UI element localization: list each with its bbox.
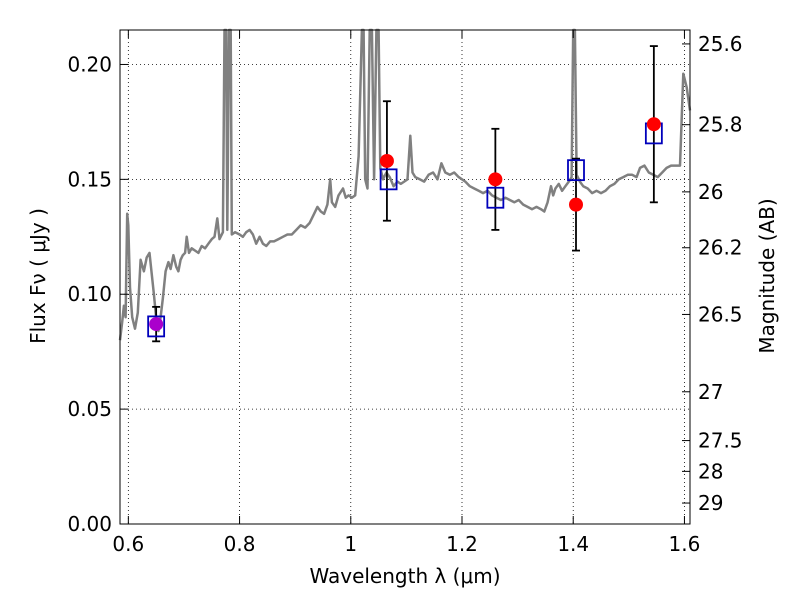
y-tick-label: 0.05 xyxy=(67,397,112,421)
y-axis-label: Flux Fν ( μJy ) xyxy=(26,208,50,344)
grid-lines xyxy=(120,30,690,525)
x-tick-label: 1.2 xyxy=(446,532,478,556)
right-tick-label: 26.2 xyxy=(698,236,743,260)
x-tick-label: 0.6 xyxy=(112,532,144,556)
x-tick-label: 1.6 xyxy=(669,532,701,556)
x-tick-label: 1.4 xyxy=(557,532,589,556)
spectrum-line xyxy=(118,28,692,341)
x-axis-label: Wavelength λ (μm) xyxy=(309,564,500,588)
y-tick-label: 0.20 xyxy=(67,52,112,76)
model-photometry-point xyxy=(147,315,166,338)
model-photometry-layer xyxy=(147,122,663,338)
right-tick-label: 25.6 xyxy=(698,32,743,56)
right-tick-label: 27.5 xyxy=(698,429,743,453)
observed-photometry-point xyxy=(149,317,164,332)
y-tick-label: 0.10 xyxy=(67,282,112,306)
model-photometry-point xyxy=(486,186,505,209)
x-tick-label: 1 xyxy=(344,532,357,556)
y-tick-label: 0.15 xyxy=(67,167,112,191)
right-tick-label: 25.8 xyxy=(698,113,743,137)
model-photometry-point xyxy=(379,168,398,191)
spectrum-layer xyxy=(118,28,692,341)
right-tick-label: 26.5 xyxy=(698,302,743,326)
observed-photometry-point xyxy=(646,117,661,132)
right-tick-label: 26 xyxy=(698,180,723,204)
observed-photometry-layer xyxy=(149,117,661,332)
observed-photometry-point xyxy=(569,197,583,212)
x-tick-label: 0.8 xyxy=(224,532,256,556)
right-tick-label: 28 xyxy=(698,459,723,483)
right-axis-label: Magnitude (AB) xyxy=(755,198,779,353)
model-photometry-point xyxy=(567,159,585,182)
right-tick-label: 27 xyxy=(698,380,723,404)
observed-photometry-point xyxy=(488,172,503,187)
right-tick-label: 29 xyxy=(698,491,723,515)
observed-photometry-point xyxy=(379,153,394,168)
plot-frame xyxy=(119,29,691,525)
ticks-layer: 0.6 0.8 1 1.2 1.4 1.6 0.00 0.05 0.10 0.15 0.20 25.6… xyxy=(67,30,743,556)
y-tick-label: 0.00 xyxy=(67,512,112,536)
